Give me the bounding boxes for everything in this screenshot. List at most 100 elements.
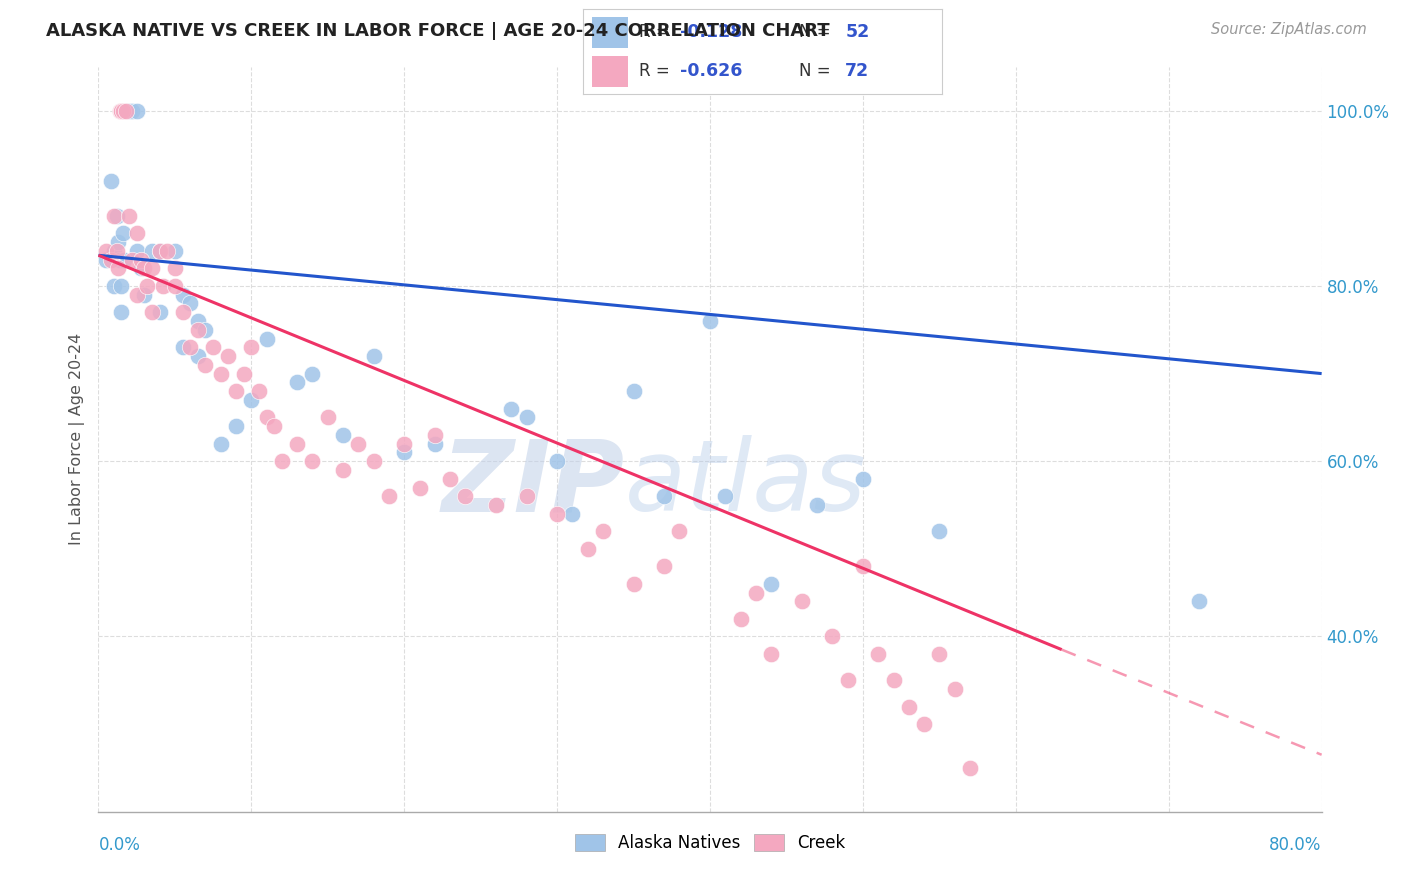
Point — [561, 507, 583, 521]
Point — [247, 384, 270, 398]
Point — [699, 314, 721, 328]
Text: -0.128: -0.128 — [681, 23, 742, 41]
Point — [316, 410, 339, 425]
Point — [332, 463, 354, 477]
Point — [152, 279, 174, 293]
Point — [141, 305, 163, 319]
Point — [94, 252, 117, 267]
Point — [837, 673, 859, 688]
Point — [240, 340, 263, 354]
Point — [121, 252, 143, 267]
Text: 52: 52 — [845, 23, 869, 41]
FancyBboxPatch shape — [592, 55, 628, 87]
Point — [806, 498, 828, 512]
Point — [209, 367, 232, 381]
Text: ZIP: ZIP — [441, 435, 624, 533]
Point — [423, 436, 446, 450]
Point — [225, 384, 247, 398]
Point — [194, 323, 217, 337]
Point — [108, 252, 131, 267]
Point — [408, 481, 430, 495]
Point — [652, 559, 675, 574]
Point — [172, 287, 194, 301]
Text: -0.626: -0.626 — [681, 62, 742, 79]
Text: R =: R = — [640, 62, 675, 79]
Point — [194, 358, 217, 372]
Point — [125, 244, 148, 258]
Text: N =: N = — [799, 62, 835, 79]
Point — [112, 252, 135, 267]
Point — [485, 498, 508, 512]
Point — [516, 410, 538, 425]
Point — [118, 209, 141, 223]
Point — [363, 349, 385, 363]
Point — [149, 305, 172, 319]
Point — [232, 367, 254, 381]
Point — [105, 244, 128, 258]
Point — [110, 279, 132, 293]
Point — [141, 244, 163, 258]
Point — [217, 349, 239, 363]
Point — [107, 235, 129, 249]
Point — [546, 454, 568, 468]
Point — [179, 340, 201, 354]
Point — [111, 227, 134, 241]
Point — [285, 436, 308, 450]
Point — [118, 103, 141, 118]
Point — [129, 252, 152, 267]
Point — [652, 489, 675, 503]
Point — [125, 103, 148, 118]
Point — [730, 612, 752, 626]
Point — [852, 559, 875, 574]
FancyBboxPatch shape — [592, 17, 628, 48]
Point — [110, 305, 132, 319]
Point — [623, 384, 645, 398]
Text: R =: R = — [640, 23, 675, 41]
Point — [141, 261, 163, 276]
Point — [928, 647, 950, 661]
Point — [592, 524, 614, 539]
Point — [256, 332, 278, 346]
Point — [163, 261, 186, 276]
Point — [110, 103, 132, 118]
Point — [821, 630, 844, 644]
Point — [790, 594, 813, 608]
Point — [149, 244, 172, 258]
Point — [149, 244, 172, 258]
Point — [759, 647, 782, 661]
Point — [100, 174, 122, 188]
Y-axis label: In Labor Force | Age 20-24: In Labor Force | Age 20-24 — [69, 334, 86, 545]
Point — [392, 445, 416, 459]
Point — [423, 428, 446, 442]
Point — [392, 436, 416, 450]
Point — [301, 454, 323, 468]
Point — [103, 244, 125, 258]
Point — [172, 305, 194, 319]
Point — [108, 103, 131, 118]
Point — [501, 401, 523, 416]
Point — [454, 489, 477, 503]
Point — [897, 699, 920, 714]
Point — [959, 761, 981, 775]
Point — [172, 340, 194, 354]
Point — [202, 340, 225, 354]
Point — [94, 244, 117, 258]
Text: 0.0%: 0.0% — [98, 836, 141, 854]
Point — [129, 261, 152, 276]
Point — [714, 489, 737, 503]
Point — [943, 681, 966, 696]
Point — [187, 349, 209, 363]
Point — [332, 428, 354, 442]
Point — [187, 314, 209, 328]
Point — [301, 367, 323, 381]
Text: Source: ZipAtlas.com: Source: ZipAtlas.com — [1211, 22, 1367, 37]
Point — [103, 279, 125, 293]
Point — [187, 323, 209, 337]
Point — [270, 454, 292, 468]
Point — [209, 436, 232, 450]
Point — [668, 524, 690, 539]
Point — [125, 227, 148, 241]
Point — [105, 209, 128, 223]
Point — [546, 507, 568, 521]
Point — [347, 436, 370, 450]
